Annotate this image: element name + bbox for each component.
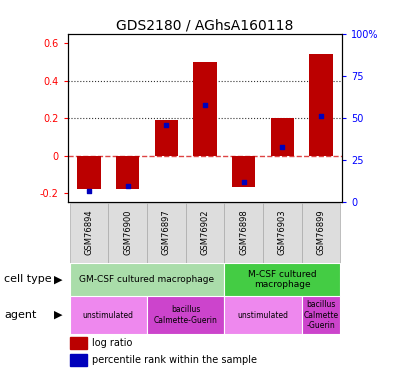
Bar bbox=[70, 354, 87, 366]
Bar bbox=[224, 296, 302, 334]
Point bbox=[202, 102, 208, 108]
Point bbox=[163, 122, 170, 128]
Text: GSM76903: GSM76903 bbox=[278, 210, 287, 255]
Bar bbox=[70, 262, 224, 296]
Bar bbox=[302, 296, 340, 334]
Bar bbox=[77, 156, 101, 189]
Bar bbox=[185, 202, 224, 262]
Bar bbox=[271, 118, 294, 156]
Bar bbox=[302, 202, 340, 262]
Bar bbox=[224, 262, 340, 296]
Bar bbox=[70, 296, 147, 334]
Text: ▶: ▶ bbox=[55, 274, 63, 284]
Point bbox=[240, 179, 247, 185]
Bar bbox=[155, 120, 178, 156]
Text: bacillus
Calmette-Guerin: bacillus Calmette-Guerin bbox=[154, 305, 218, 325]
Bar bbox=[70, 202, 108, 262]
Bar bbox=[232, 156, 255, 188]
Bar bbox=[224, 202, 263, 262]
Point bbox=[279, 144, 285, 150]
Text: GSM76898: GSM76898 bbox=[239, 210, 248, 255]
Bar bbox=[193, 62, 217, 156]
Text: unstimulated: unstimulated bbox=[238, 310, 289, 320]
Text: M-CSF cultured
macrophage: M-CSF cultured macrophage bbox=[248, 270, 317, 289]
Bar bbox=[309, 54, 333, 156]
Bar bbox=[263, 202, 302, 262]
Bar bbox=[108, 202, 147, 262]
Text: log ratio: log ratio bbox=[92, 338, 133, 348]
Text: GSM76902: GSM76902 bbox=[201, 210, 209, 255]
Point bbox=[86, 188, 92, 194]
Text: GSM76894: GSM76894 bbox=[84, 210, 94, 255]
Text: bacillus
Calmette
-Guerin: bacillus Calmette -Guerin bbox=[303, 300, 339, 330]
Text: percentile rank within the sample: percentile rank within the sample bbox=[92, 355, 258, 365]
Bar bbox=[147, 202, 185, 262]
Title: GDS2180 / AGhsA160118: GDS2180 / AGhsA160118 bbox=[116, 19, 294, 33]
Text: GSM76900: GSM76900 bbox=[123, 210, 132, 255]
Point bbox=[318, 113, 324, 119]
Bar bbox=[147, 296, 224, 334]
Point bbox=[125, 183, 131, 189]
Text: GSM76899: GSM76899 bbox=[316, 210, 326, 255]
Text: agent: agent bbox=[4, 310, 36, 320]
Text: unstimulated: unstimulated bbox=[83, 310, 134, 320]
Text: cell type: cell type bbox=[4, 274, 52, 284]
Text: ▶: ▶ bbox=[55, 310, 63, 320]
Bar bbox=[70, 337, 87, 349]
Bar bbox=[116, 156, 139, 189]
Text: GSM76897: GSM76897 bbox=[162, 210, 171, 255]
Text: GM-CSF cultured macrophage: GM-CSF cultured macrophage bbox=[79, 275, 215, 284]
